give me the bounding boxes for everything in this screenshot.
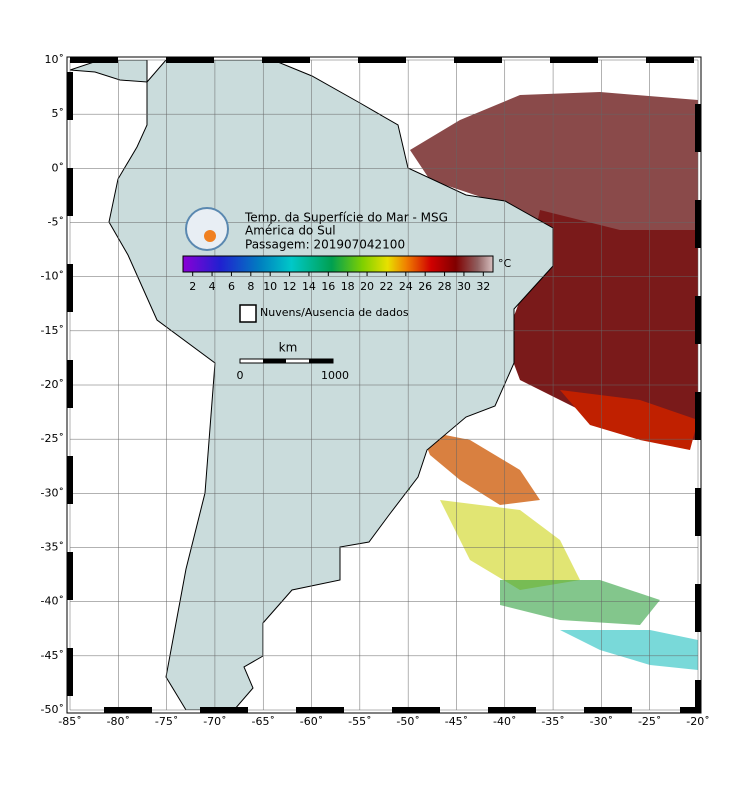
colorbar-tick-label: 2 <box>189 280 196 293</box>
colorbar-tick-label: 32 <box>476 280 490 293</box>
lon-tick-label: -35˚ <box>541 715 564 728</box>
lon-tick-label: -55˚ <box>348 715 371 728</box>
logo <box>185 207 229 251</box>
lat-tick-label: -30˚ <box>41 486 64 499</box>
lon-tick-label: -20˚ <box>686 715 709 728</box>
colorbar <box>182 255 494 273</box>
scale-end: 1000 <box>321 369 349 382</box>
scale-unit: km <box>279 341 298 355</box>
lon-tick-label: -50˚ <box>396 715 419 728</box>
colorbar-tick-label: 26 <box>418 280 432 293</box>
colorbar-tick-label: 18 <box>341 280 355 293</box>
colorbar-tick-label: 10 <box>263 280 277 293</box>
legend-label: Nuvens/Ausencia de dados <box>260 306 409 319</box>
colorbar-tick-label: 22 <box>379 280 393 293</box>
lat-tick-label: -10˚ <box>41 270 64 283</box>
frame-outline <box>66 56 702 714</box>
lat-tick-label: 10˚ <box>45 53 65 66</box>
colorbar-unit: °C <box>498 257 512 270</box>
colorbar-tick-label: 14 <box>302 280 316 293</box>
colorbar-tick-label: 30 <box>457 280 471 293</box>
lat-tick-label: 0˚ <box>52 161 65 174</box>
scale-bar-seg <box>263 359 286 363</box>
colorbar-tick-label: 16 <box>321 280 335 293</box>
colorbar-tick-label: 12 <box>283 280 297 293</box>
lat-tick-label: -25˚ <box>41 432 64 445</box>
colorbar-tick-label: 4 <box>209 280 216 293</box>
lon-tick-label: -40˚ <box>493 715 516 728</box>
lon-tick-label: -85˚ <box>58 715 81 728</box>
colorbar-tick-label: 6 <box>228 280 235 293</box>
lon-tick-label: -60˚ <box>300 715 323 728</box>
colorbar-tick-label: 8 <box>247 280 254 293</box>
lat-tick-label: -45˚ <box>41 649 64 662</box>
central-america <box>70 60 148 83</box>
lon-tick-label: -80˚ <box>107 715 130 728</box>
lon-tick-label: -75˚ <box>155 715 178 728</box>
scale-bar-seg <box>309 359 333 363</box>
title-line: América do Sul <box>245 224 336 238</box>
title-line: Passagem: 201907042100 <box>245 238 405 252</box>
lon-tick-label: -70˚ <box>203 715 226 728</box>
colorbar-tick-label: 24 <box>399 280 413 293</box>
lon-tick-label: -45˚ <box>445 715 468 728</box>
frame <box>67 57 701 713</box>
lat-tick-label: 5˚ <box>52 107 65 120</box>
title-line: Temp. da Superfície do Mar - MSG <box>244 211 448 225</box>
legend-swatch <box>239 304 257 323</box>
lon-tick-label: -30˚ <box>590 715 613 728</box>
colorbar-tick-label: 28 <box>438 280 452 293</box>
lat-tick-label: -20˚ <box>41 378 64 391</box>
colorbar-tick-label: 20 <box>360 280 374 293</box>
lat-tick-label: -5˚ <box>48 216 64 229</box>
lat-tick-label: -40˚ <box>41 595 64 608</box>
lon-tick-label: -65˚ <box>251 715 274 728</box>
lat-tick-label: -50˚ <box>41 703 64 716</box>
lon-tick-label: -25˚ <box>638 715 661 728</box>
scale-start: 0 <box>237 369 244 382</box>
lat-tick-label: -35˚ <box>41 541 64 554</box>
logo-sun <box>204 230 216 242</box>
lat-tick-label: -15˚ <box>41 324 64 337</box>
graticule <box>69 59 699 711</box>
